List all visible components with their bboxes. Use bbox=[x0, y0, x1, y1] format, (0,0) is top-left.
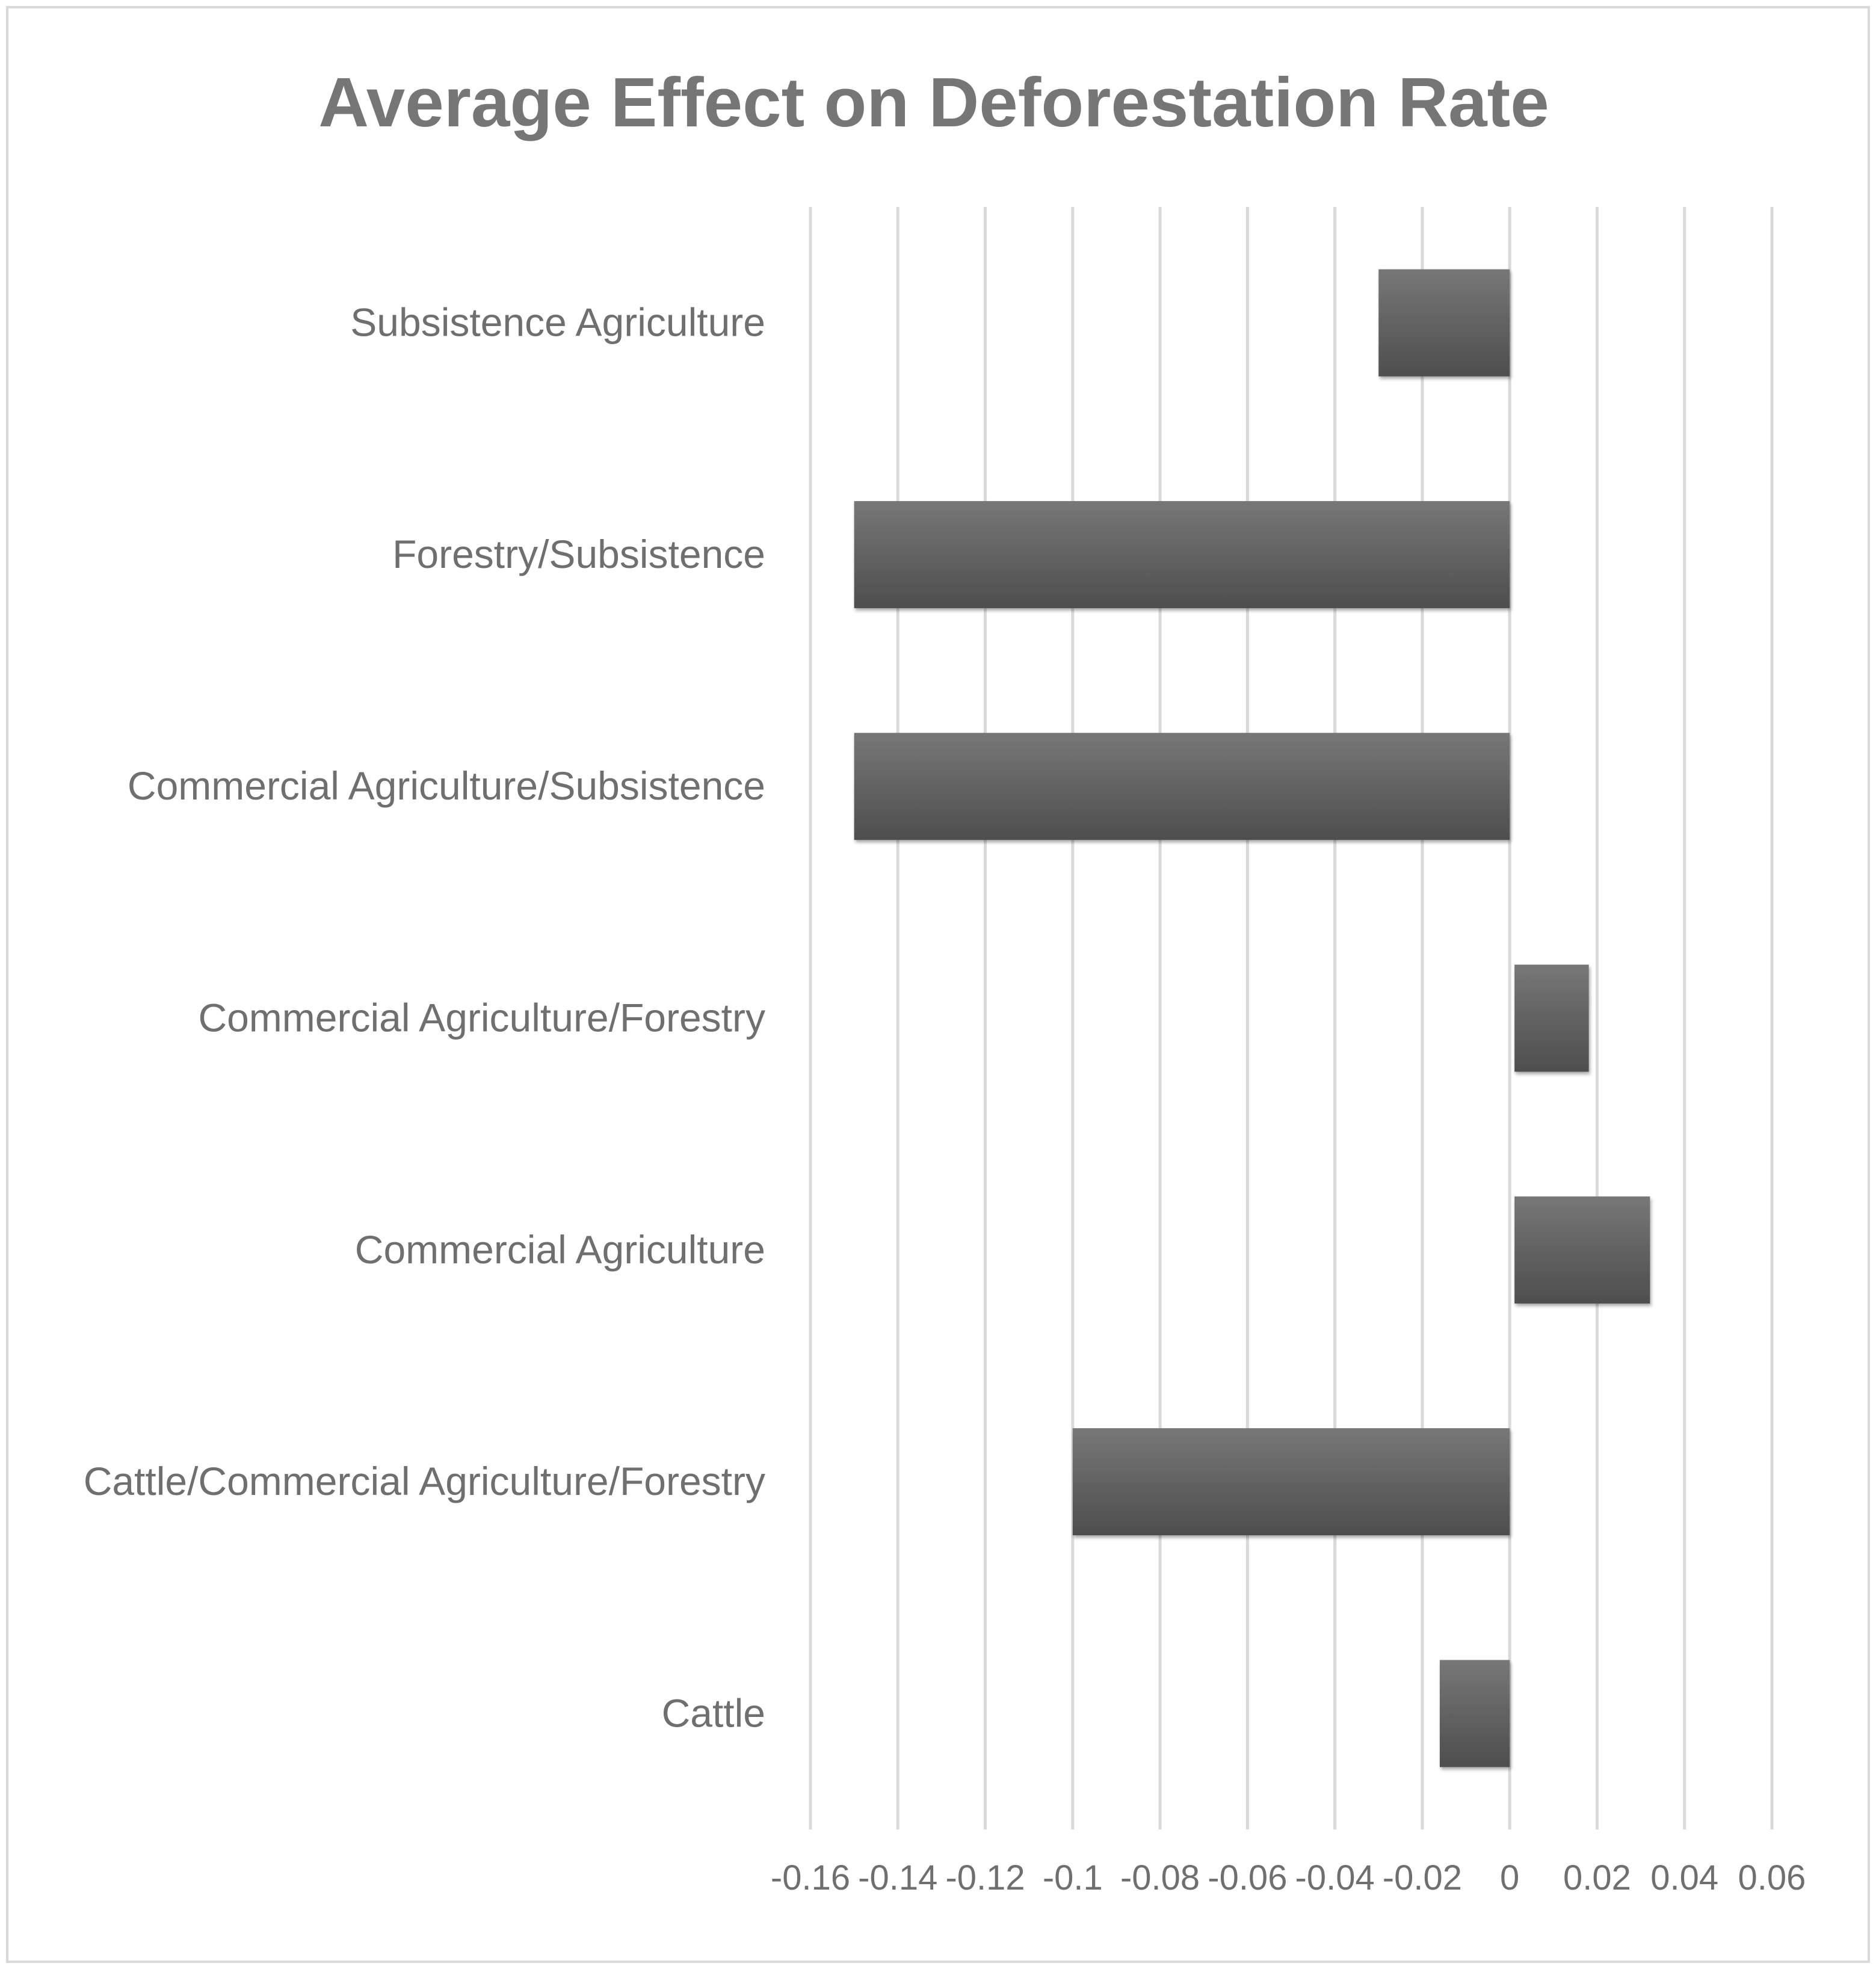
x-tick-label-0: -0.16 bbox=[771, 1858, 850, 1897]
x-tick-label-1: -0.14 bbox=[858, 1858, 937, 1897]
x-tick-label-2: -0.12 bbox=[945, 1858, 1025, 1897]
bar-6 bbox=[1439, 1660, 1510, 1767]
x-tick-label-7: -0.02 bbox=[1383, 1858, 1462, 1897]
x-tick-label-4: -0.08 bbox=[1120, 1858, 1200, 1897]
grid-layer bbox=[809, 207, 1774, 1829]
category-label-0: Subsistence Agriculture bbox=[350, 300, 765, 345]
x-tick-label-6: -0.04 bbox=[1295, 1858, 1375, 1897]
x-tick-label-10: 0.04 bbox=[1650, 1858, 1718, 1897]
x-tick-label-5: -0.06 bbox=[1208, 1858, 1287, 1897]
bar-layer bbox=[854, 269, 1650, 1767]
bar-2 bbox=[854, 733, 1510, 840]
bar-1 bbox=[854, 501, 1510, 608]
bar-3 bbox=[1514, 964, 1589, 1072]
bar-5 bbox=[1072, 1428, 1510, 1536]
category-label-3: Commercial Agriculture/Forestry bbox=[198, 996, 765, 1040]
category-label-5: Cattle/Commercial Agriculture/Forestry bbox=[84, 1459, 765, 1503]
chart-svg: Average Effect on Deforestation Rate Sub… bbox=[84, 63, 1806, 1897]
chart-title: Average Effect on Deforestation Rate bbox=[318, 63, 1549, 141]
category-label-2: Commercial Agriculture/Subsistence bbox=[128, 763, 765, 808]
category-label-layer: Subsistence Agriculture Forestry/Subsiste… bbox=[84, 300, 765, 1736]
x-tick-label-11: 0.06 bbox=[1738, 1858, 1806, 1897]
bar-4 bbox=[1514, 1196, 1650, 1304]
x-tick-label-3: -0.1 bbox=[1043, 1858, 1103, 1897]
bar-0 bbox=[1378, 269, 1510, 377]
x-tick-label-layer: -0.16 -0.14 -0.12 -0.1 -0.08 -0.06 -0.04 -0.02 0… bbox=[771, 1858, 1806, 1897]
chart-frame: Average Effect on Deforestation Rate Sub… bbox=[6, 6, 1870, 1963]
x-tick-label-9: 0.02 bbox=[1563, 1858, 1631, 1897]
category-label-6: Cattle bbox=[662, 1690, 765, 1735]
category-label-1: Forestry/Subsistence bbox=[392, 532, 765, 576]
x-tick-label-8: 0 bbox=[1500, 1858, 1519, 1897]
category-label-4: Commercial Agriculture bbox=[355, 1227, 765, 1272]
